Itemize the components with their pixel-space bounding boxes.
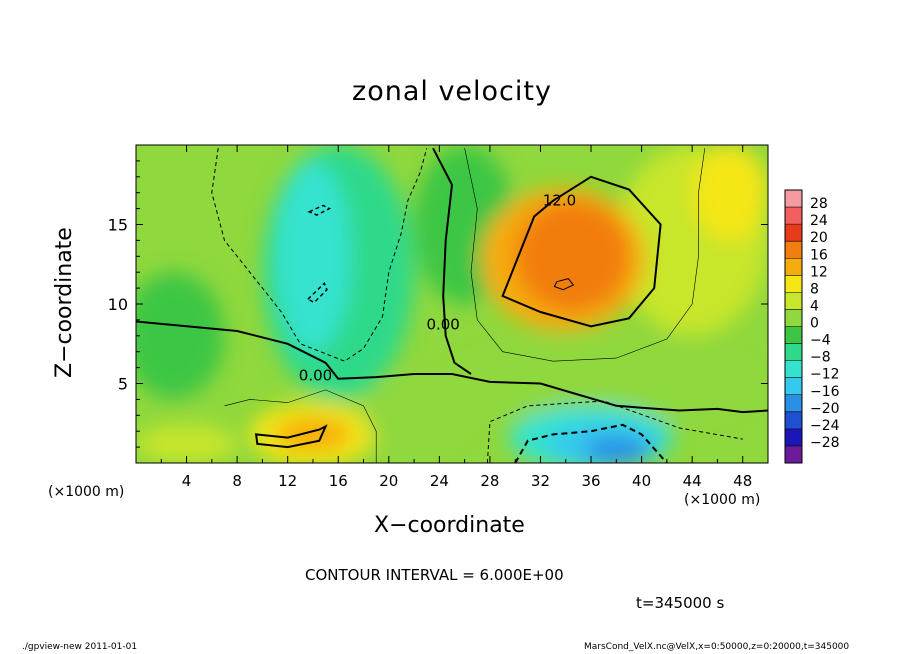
colorbar-label-4: 12 [810,264,828,280]
contour-interval: CONTOUR INTERVAL = 6.000E+00 [305,566,564,584]
colorbar-swatch-11 [785,378,802,395]
colorbar-swatch-9 [785,344,802,361]
colorbar-label-0: 28 [810,196,828,212]
x-tick-label-1: 8 [232,472,242,490]
x-tick-label-3: 16 [329,472,348,490]
colorbar-label-2: 20 [810,230,828,246]
colorbar-label-3: 16 [810,247,828,263]
colorbar-swatch-14 [785,429,802,446]
contour-label-1: 0.00 [426,316,459,334]
colorbar-label-11: −16 [810,384,840,400]
x-tick-label-11: 48 [733,472,752,490]
y-tick-label-0: 5 [118,375,128,394]
field-cell-9 [515,201,629,312]
footer-right: MarsCond_VelX.nc@VelX,x=0:50000,z=0:2000… [584,642,849,652]
x-tick-label-8: 36 [581,472,600,490]
x-unit-left: (×1000 m) [48,484,124,500]
colorbar-label-12: −20 [810,401,840,417]
colorbar-swatch-4 [785,258,802,275]
field-cell-4 [297,264,335,312]
colorbar-swatch-15 [785,446,802,463]
x-tick-label-0: 4 [182,472,192,490]
plot-area: 12.0 0.00 0.00 [123,145,768,469]
x-tick-label-10: 44 [683,472,702,490]
colorbar-label-6: 4 [810,298,819,314]
colorbar-swatch-7 [785,309,802,326]
x-unit-right: (×1000 m) [684,492,760,508]
colorbar-label-1: 24 [810,213,828,229]
colorbar-label-14: −28 [810,435,840,451]
colorbar-label-7: 0 [810,316,819,332]
field-cell-10 [547,272,580,294]
contour-label-0: 12.0 [543,192,576,210]
field-cell-18 [364,384,465,448]
colorbar-label-9: −8 [810,350,831,366]
field-cell-16 [275,418,351,450]
x-tick-label-6: 28 [480,472,499,490]
x-tick-label-2: 12 [278,472,297,490]
colorbar-label-10: −12 [810,367,840,383]
time-label: t=345000 s [636,594,724,612]
colorbar-swatch-1 [785,207,802,224]
colorbar-swatch-0 [785,190,802,207]
y-tick-label-2: 15 [108,216,128,235]
colorbar-swatch-6 [785,292,802,309]
x-tick-label-9: 40 [632,472,651,490]
colorbar-label-5: 8 [810,281,819,297]
colorbar-swatch-2 [785,224,802,241]
colorbar-swatch-10 [785,361,802,378]
colorbar-label-13: −24 [810,418,840,434]
colorbar-label-8: −4 [810,333,831,349]
contour-label-2: 0.00 [299,367,332,385]
y-axis-label: Z−coordinate [52,227,77,378]
colorbar-swatch-3 [785,241,802,258]
x-tick-label-5: 24 [430,472,449,490]
x-tick-label-7: 32 [531,472,550,490]
x-tick-label-4: 20 [379,472,398,490]
chart-title: zonal velocity [0,76,904,107]
x-axis-label: X−coordinate [374,513,525,538]
field-cell-6 [692,145,768,240]
footer-left: ./gpview-new 2011-01-01 [22,642,137,652]
colorbar-swatch-5 [785,275,802,292]
colorbar-swatch-12 [785,395,802,412]
colorbar-swatch-8 [785,327,802,344]
colorbar-swatch-13 [785,412,802,429]
y-tick-label-1: 10 [108,295,128,314]
